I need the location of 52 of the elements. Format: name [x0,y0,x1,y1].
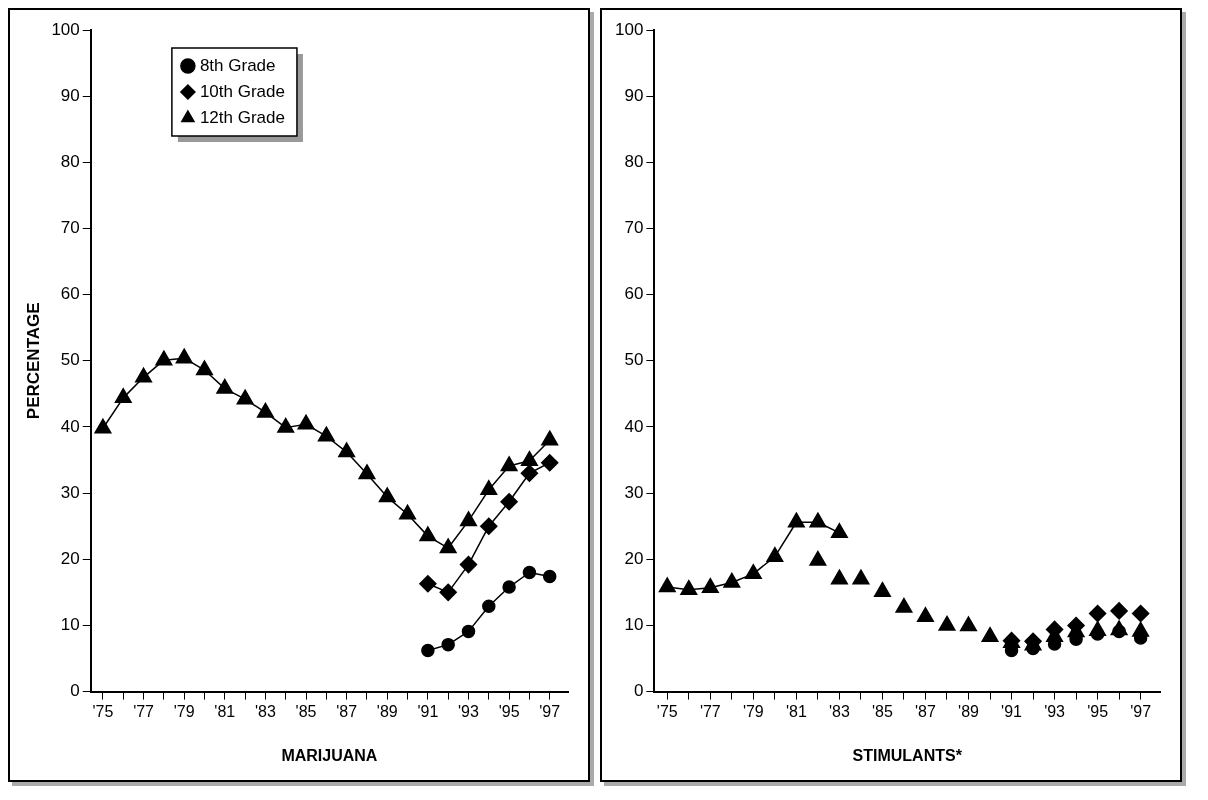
y-tick-label: 30 [60,482,80,502]
y-tick-label: 0 [633,681,644,701]
x-tick-label: '79 [742,702,764,720]
y-tick-label: 90 [60,85,80,105]
x-tick-label: '77 [699,702,721,720]
x-axis-title: MARIJUANA [281,746,378,764]
y-tick-label: 0 [70,681,80,701]
x-tick-label: '81 [214,702,236,720]
x-tick-label: '89 [376,702,398,720]
y-axis-title: PERCENTAGE [23,302,43,420]
x-tick-label: '97 [1130,702,1152,720]
x-tick-label: '87 [915,702,936,720]
legend-label: 12th Grade [199,107,285,127]
x-tick-label: '75 [656,702,678,720]
y-tick-label: 40 [624,416,644,436]
x-tick-label: '91 [1001,702,1023,720]
y-tick-label: 60 [624,284,644,304]
y-tick-label: 10 [60,615,80,635]
x-tick-label: '81 [785,702,807,720]
y-tick-label: 50 [624,350,644,370]
y-tick-label: 40 [60,416,80,436]
x-tick-label: '77 [133,702,155,720]
y-tick-label: 10 [624,615,644,635]
x-tick-label: '85 [872,702,893,720]
x-tick-label: '75 [92,702,114,720]
legend-label: 10th Grade [199,81,285,101]
x-tick-label: '91 [417,702,439,720]
y-tick-label: 50 [60,350,80,370]
x-tick-label: '95 [498,702,520,720]
y-tick-label: 80 [624,152,644,172]
y-tick-label: 80 [60,152,80,172]
y-tick-label: 20 [624,548,644,568]
y-tick-label: 70 [624,218,644,238]
x-tick-label: '85 [295,702,317,720]
y-tick-label: 90 [624,85,644,105]
y-tick-label: 70 [60,218,80,238]
x-axis-title: STIMULANTS* [852,746,963,764]
x-tick-label: '79 [173,702,195,720]
x-tick-label: '95 [1087,702,1109,720]
x-tick-label: '83 [254,702,276,720]
x-tick-label: '97 [539,702,561,720]
y-tick-label: 30 [624,482,644,502]
x-tick-label: '93 [458,702,480,720]
y-tick-label: 60 [60,284,80,304]
y-tick-label: 20 [60,548,80,568]
x-tick-label: '89 [958,702,980,720]
y-tick-label: 100 [614,19,644,39]
x-tick-label: '83 [828,702,850,720]
y-tick-label: 100 [51,19,80,39]
x-tick-label: '93 [1044,702,1066,720]
x-tick-label: '87 [336,702,358,720]
legend-label: 8th Grade [199,55,276,75]
